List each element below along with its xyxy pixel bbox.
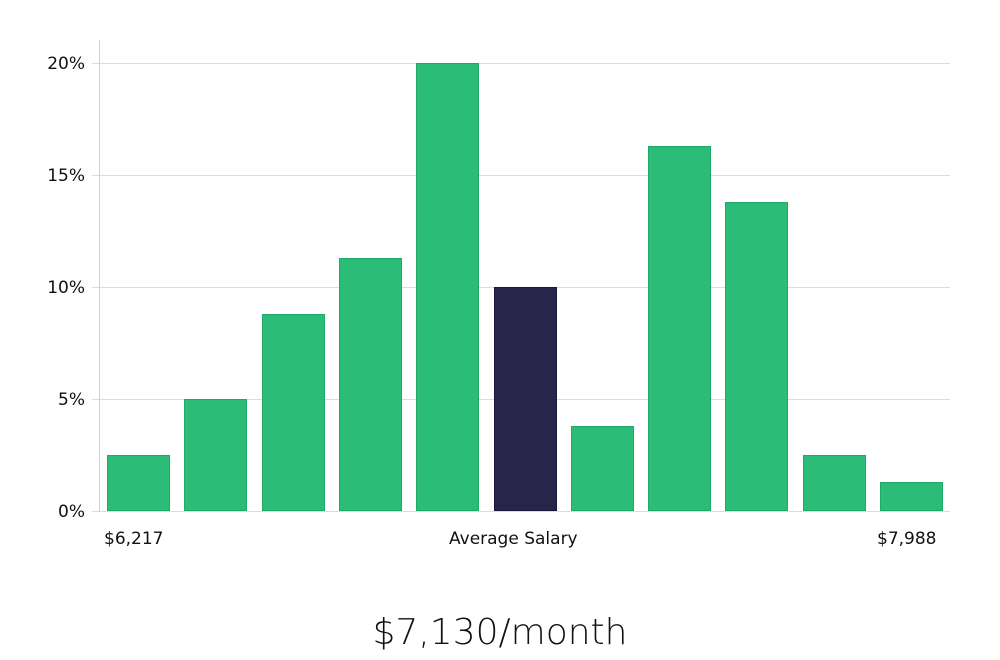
average-salary-summary: $7,130/month (372, 612, 628, 653)
x-min-label: $6,217 (104, 529, 164, 549)
histogram-bar (725, 201, 788, 511)
histogram-bar (571, 425, 634, 511)
highlighted-bar (494, 287, 557, 511)
histogram-bar (262, 313, 325, 511)
histogram-bar (803, 455, 866, 511)
gridline (92, 511, 950, 512)
gridline (92, 175, 950, 176)
histogram-bar (880, 481, 943, 511)
x-axis-title: Average Salary (449, 529, 578, 549)
y-tick-label: 20% (47, 54, 85, 74)
histogram-bar (339, 257, 402, 511)
gridline (92, 63, 950, 64)
histogram-bar (184, 399, 247, 511)
y-tick-label: 0% (58, 502, 85, 522)
histogram-bar (107, 455, 170, 511)
y-tick-label: 10% (47, 278, 85, 298)
x-max-label: $7,988 (877, 529, 937, 549)
histogram-bar (416, 63, 479, 511)
y-axis-line (99, 40, 100, 512)
y-tick-label: 5% (58, 390, 85, 410)
histogram-bar (648, 145, 711, 511)
y-tick-label: 15% (47, 166, 85, 186)
